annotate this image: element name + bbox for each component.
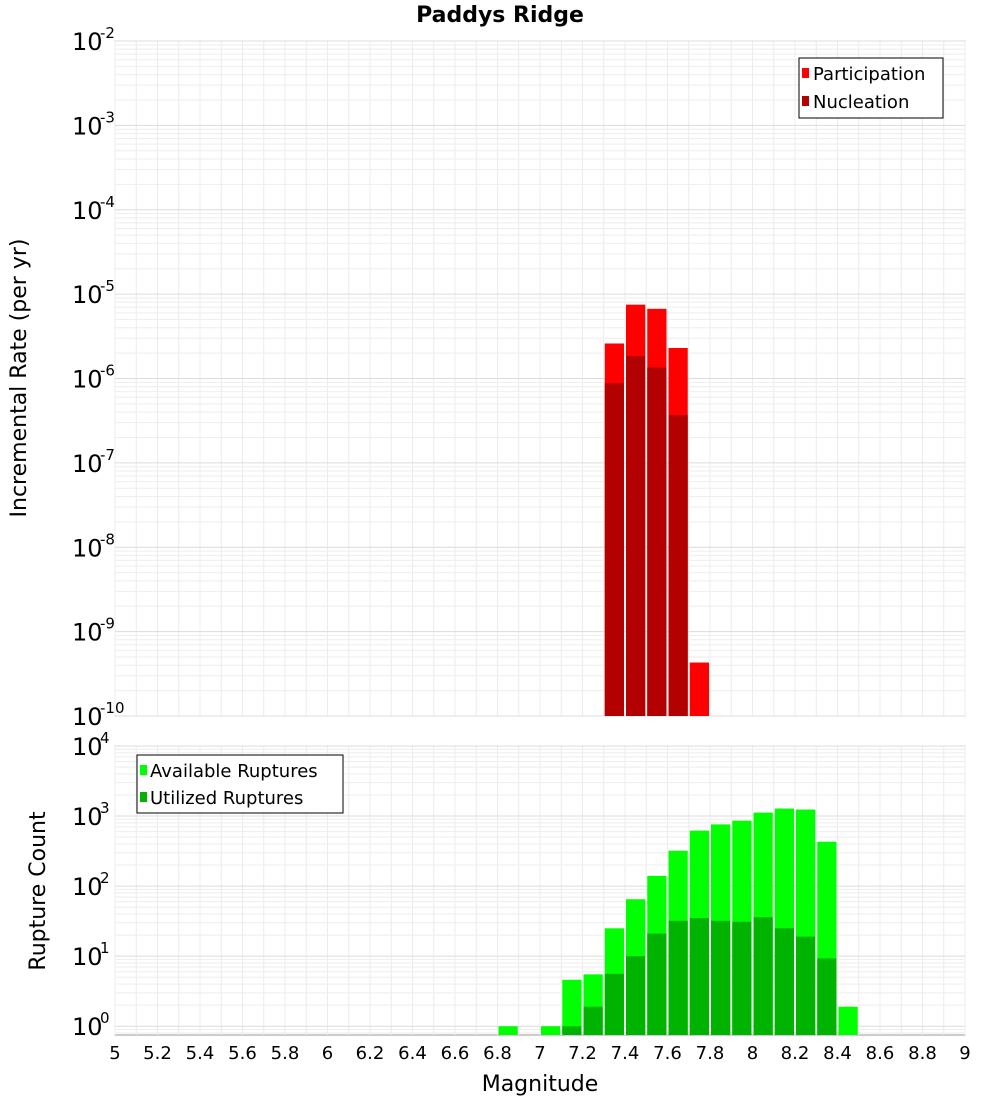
bar-utilized-ruptures-7-25 [583,1006,603,1035]
rate-y-tick-label: 10 [72,366,103,394]
legend-swatch-available-ruptures [140,765,147,775]
count-y-tick-exponent: 0 [100,1009,110,1027]
x-tick-label: 6.2 [356,1043,385,1064]
rate-legend: Participation Nucleation [798,57,944,119]
rate-panel: Paddys Ridge 10-1010-910-810-710-610-510… [7,3,966,731]
x-tick-label: 9 [959,1043,970,1064]
bar-utilized-ruptures-7-15 [562,1026,582,1035]
bar-participation-7-75 [689,662,709,716]
rate-y-tick-label: 10 [72,534,103,562]
x-tick-label: 7.8 [696,1043,725,1064]
rate-y-tick-label: 10 [72,28,103,56]
count-legend-box [136,754,344,814]
legend-swatch-nucleation [802,96,809,106]
legend-swatch-utilized-ruptures [140,792,147,802]
bar-utilized-ruptures-8-25 [796,936,816,1035]
rate-y-axis-label: Incremental Rate (per yr) [7,239,32,518]
bar-nucleation-7-35 [604,383,624,716]
legend-label-nucleation: Nucleation [813,92,909,113]
count-y-tick-label: 10 [72,873,103,901]
x-tick-label: 5.4 [186,1043,215,1064]
count-y-tick-exponent: 2 [100,869,110,887]
legend-label-available-ruptures: Available Ruptures [150,761,318,782]
legend-label-participation: Participation [813,64,925,85]
count-bars [498,808,858,1035]
x-tick-label: 8.2 [781,1043,810,1064]
rate-y-tick-exponent: -8 [100,530,115,548]
x-tick-label: 7.6 [653,1043,682,1064]
rate-y-tick-label: 10 [72,281,103,309]
rate-y-tick-exponent: -2 [100,24,115,42]
bar-utilized-ruptures-7-35 [604,973,624,1035]
rate-y-tick-label: 10 [72,450,103,478]
rate-y-tick-exponent: -4 [100,193,115,211]
x-tick-label: 6.6 [441,1043,470,1064]
rate-bars [604,304,709,716]
bar-available-ruptures-6-85 [498,1026,518,1035]
rate-y-tick-exponent: -3 [100,108,115,126]
bar-nucleation-7-55 [647,367,667,716]
x-tick-label: 5 [109,1043,120,1064]
count-y-tick-label: 10 [72,803,103,831]
count-legend: Available Ruptures Utilized Ruptures [136,754,344,814]
bar-utilized-ruptures-7-55 [647,933,667,1035]
x-tick-label: 7.4 [611,1043,640,1064]
rate-y-tick-exponent: -10 [100,699,125,717]
count-x-ticks: 5 5.2 5.4 5.6 5.8 6 6.2 6.4 6.6 6.8 7 7.2 7.4 7.6 7.8 8… [109,1043,970,1064]
rate-legend-box [798,57,944,119]
x-tick-label: 8 [747,1043,758,1064]
chart-title: Paddys Ridge [416,3,584,28]
x-tick-label: 5.8 [271,1043,300,1064]
x-tick-label: 6.8 [483,1043,512,1064]
bar-nucleation-7-45 [626,355,646,716]
x-axis-label: Magnitude [482,1072,599,1097]
count-y-tick-label: 10 [72,733,103,761]
count-y-tick-exponent: 4 [100,729,110,747]
x-tick-label: 8.8 [908,1043,937,1064]
bar-utilized-ruptures-8-15 [774,928,794,1035]
legend-swatch-participation [802,68,809,78]
bar-available-ruptures-7-05 [541,1026,561,1035]
x-tick-label: 8.4 [823,1043,852,1064]
x-tick-label: 7 [534,1043,545,1064]
rate-y-tick-exponent: -7 [100,446,115,464]
bar-available-ruptures-7-15 [562,979,582,1035]
x-tick-label: 5.2 [143,1043,172,1064]
bar-utilized-ruptures-7-65 [668,920,688,1035]
legend-label-utilized-ruptures: Utilized Ruptures [150,788,303,809]
count-y-tick-exponent: 3 [100,799,110,817]
bar-utilized-ruptures-8-05 [753,917,773,1035]
rate-y-tick-label: 10 [72,703,103,731]
count-y-tick-exponent: 1 [100,939,110,957]
x-tick-label: 7.2 [568,1043,597,1064]
rate-y-tick-label: 10 [72,112,103,140]
rate-y-tick-exponent: -5 [100,277,115,295]
rate-y-tick-exponent: -9 [100,615,115,633]
x-tick-label: 8.6 [866,1043,895,1064]
bar-utilized-ruptures-7-95 [732,921,752,1035]
bar-utilized-ruptures-8-35 [817,958,837,1035]
rate-y-tick-label: 10 [72,197,103,225]
bar-nucleation-7-65 [668,414,688,716]
bar-available-ruptures-8-45 [838,1006,858,1035]
bar-utilized-ruptures-7-85 [711,920,731,1035]
x-tick-label: 6 [322,1043,333,1064]
rate-gridlines [114,40,966,717]
bar-utilized-ruptures-7-45 [626,956,646,1035]
count-y-axis-label: Rupture Count [26,811,51,971]
bar-utilized-ruptures-7-75 [689,918,709,1035]
x-tick-label: 5.6 [228,1043,257,1064]
rate-y-tick-label: 10 [72,619,103,647]
count-y-tick-label: 10 [72,1013,103,1041]
x-tick-label: 6.4 [398,1043,427,1064]
count-y-tick-label: 10 [72,943,103,971]
rate-y-tick-exponent: -6 [100,362,115,380]
